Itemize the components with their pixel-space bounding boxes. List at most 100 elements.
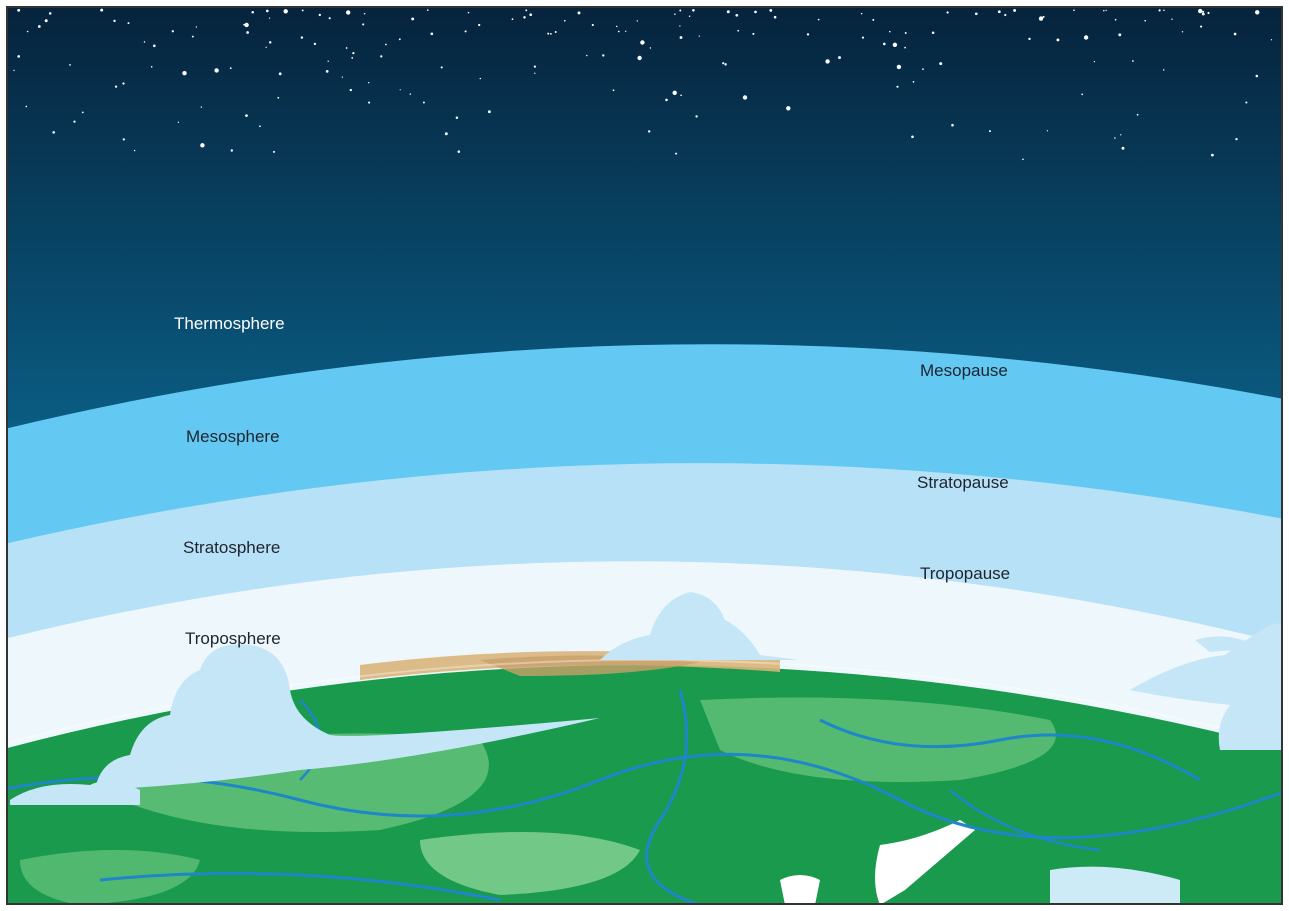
star <box>649 47 652 49</box>
star <box>1103 9 1105 12</box>
star <box>37 25 41 28</box>
star <box>904 46 906 49</box>
star <box>665 98 668 102</box>
star <box>409 93 412 95</box>
star <box>265 46 267 48</box>
star <box>52 131 55 134</box>
star <box>318 13 321 17</box>
star <box>444 132 448 136</box>
star <box>625 30 627 32</box>
star <box>352 52 355 55</box>
star <box>1046 130 1049 132</box>
star <box>349 88 352 92</box>
star <box>362 23 365 26</box>
tropopause-label: Tropopause <box>920 564 1011 583</box>
star <box>616 25 618 28</box>
star <box>679 9 682 12</box>
star <box>735 13 739 17</box>
troposphere-label: Troposphere <box>185 629 281 648</box>
mesopause-label: Mesopause <box>920 361 1008 380</box>
star <box>313 42 317 46</box>
star <box>724 63 727 66</box>
star <box>534 72 536 74</box>
star <box>637 55 642 61</box>
star <box>301 9 304 12</box>
star <box>1270 39 1273 41</box>
star <box>674 13 676 15</box>
star <box>17 8 21 12</box>
star <box>325 70 329 73</box>
star <box>214 68 219 73</box>
star <box>577 11 581 15</box>
star <box>554 31 557 33</box>
star <box>1022 158 1024 161</box>
star <box>398 38 401 41</box>
star <box>692 9 695 12</box>
star <box>1121 146 1125 150</box>
star <box>259 125 261 128</box>
star <box>464 30 467 33</box>
star <box>1198 8 1203 14</box>
star <box>328 17 331 20</box>
star <box>647 130 651 133</box>
star <box>997 10 1001 14</box>
star <box>150 65 153 68</box>
star <box>872 18 875 21</box>
star <box>191 35 194 38</box>
star <box>675 152 678 155</box>
star <box>363 13 366 15</box>
star <box>1171 18 1173 20</box>
star <box>341 76 344 78</box>
star <box>1201 12 1205 16</box>
star <box>1207 11 1210 15</box>
star <box>1083 35 1089 40</box>
star <box>1081 93 1084 96</box>
star <box>380 55 383 58</box>
star <box>44 19 48 23</box>
star <box>73 120 76 123</box>
star <box>617 30 620 33</box>
star <box>152 44 156 48</box>
star <box>171 30 174 33</box>
star <box>912 81 915 83</box>
star <box>1105 9 1107 12</box>
star <box>529 13 533 17</box>
star <box>277 96 280 99</box>
star <box>1132 60 1134 62</box>
star <box>122 138 125 141</box>
star <box>742 95 748 100</box>
star <box>478 23 481 27</box>
star <box>892 42 898 47</box>
star <box>1056 38 1060 42</box>
stars <box>13 8 1273 161</box>
star <box>889 30 891 33</box>
star <box>327 60 329 62</box>
star <box>1118 33 1122 37</box>
clouds <box>10 592 1282 805</box>
star <box>1073 9 1075 11</box>
star <box>1114 137 1116 139</box>
stratosphere-label: Stratosphere <box>183 538 281 557</box>
star <box>268 41 272 44</box>
star <box>368 82 370 84</box>
star <box>246 31 249 34</box>
star <box>1120 134 1122 136</box>
star <box>177 121 180 123</box>
star <box>17 55 21 58</box>
star <box>883 42 886 46</box>
star <box>974 12 978 16</box>
star <box>680 94 682 97</box>
star <box>265 9 269 13</box>
star <box>688 15 691 17</box>
star <box>511 18 514 20</box>
star <box>26 30 29 33</box>
star <box>1013 8 1017 12</box>
star <box>951 123 954 127</box>
star <box>1163 9 1165 12</box>
star <box>911 135 914 139</box>
star <box>300 36 304 39</box>
star <box>127 22 130 25</box>
star <box>479 77 482 80</box>
star <box>563 19 566 22</box>
star <box>1028 37 1031 41</box>
